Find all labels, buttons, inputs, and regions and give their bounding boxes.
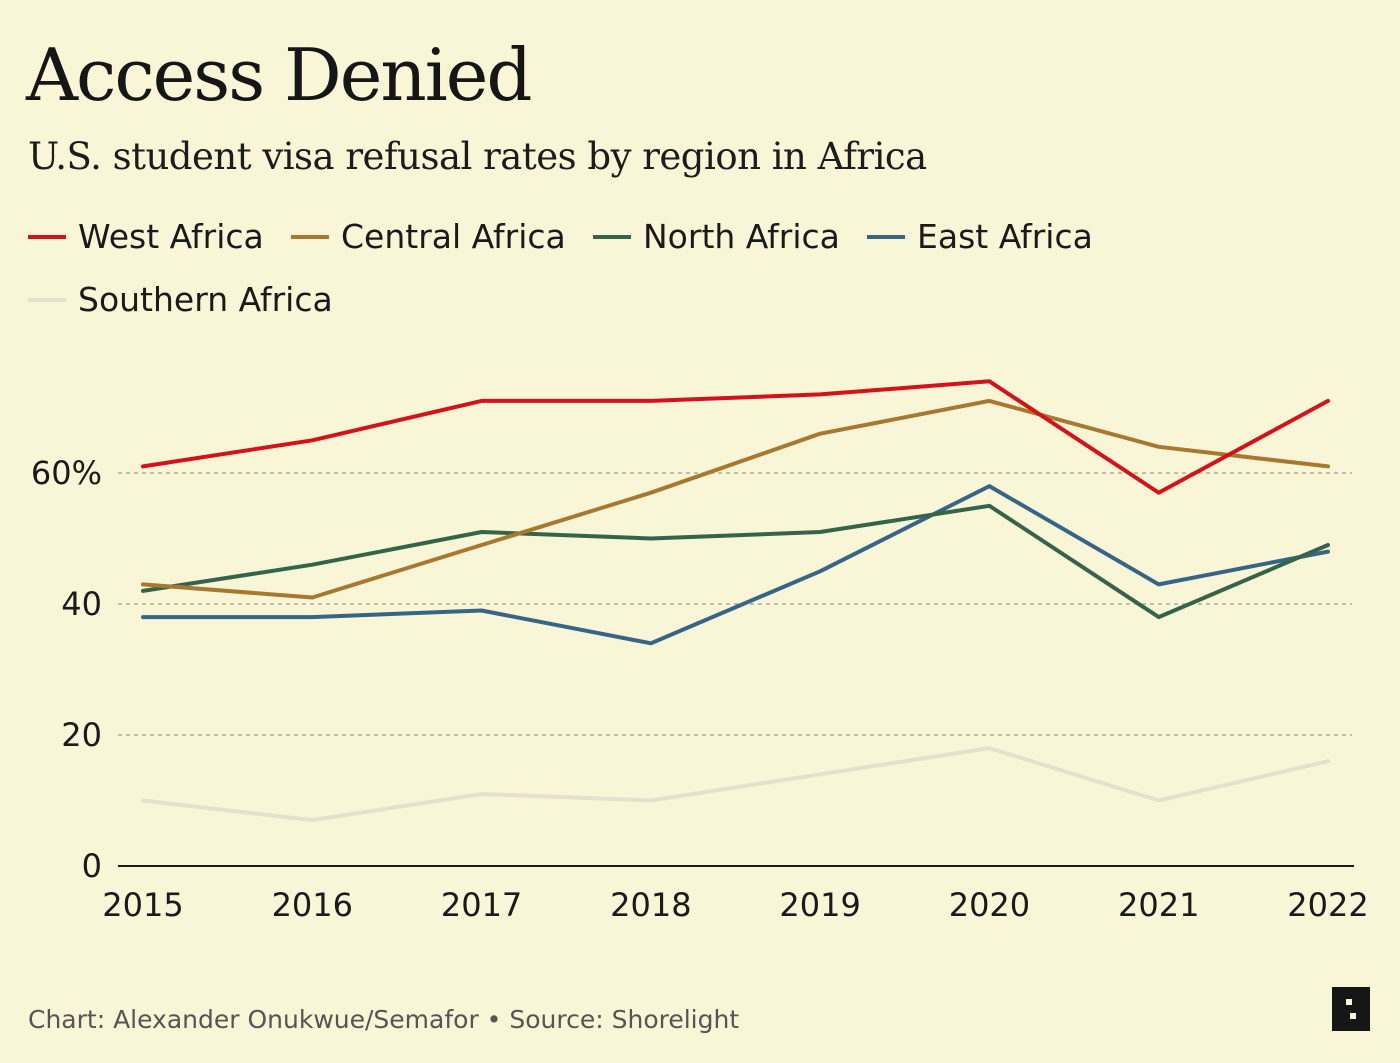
chart-subtitle: U.S. student visa refusal rates by regio… bbox=[28, 135, 927, 178]
legend-label: Southern Africa bbox=[78, 280, 333, 319]
legend-label: North Africa bbox=[643, 217, 840, 256]
legend-item: North Africa bbox=[593, 214, 840, 260]
legend-label: Central Africa bbox=[341, 217, 566, 256]
legend-item: Southern Africa bbox=[28, 277, 333, 323]
chart-title: Access Denied bbox=[26, 33, 532, 117]
y-tick-label: 60% bbox=[31, 454, 102, 492]
legend-swatch bbox=[28, 298, 66, 302]
legend-item: West Africa bbox=[28, 214, 264, 260]
series-line bbox=[141, 398, 1330, 600]
series-line bbox=[141, 503, 1330, 620]
legend-swatch bbox=[867, 235, 905, 239]
x-tick-label: 2018 bbox=[610, 886, 691, 924]
legend-label: East Africa bbox=[917, 217, 1093, 256]
series-lines bbox=[141, 379, 1330, 823]
y-tick-label: 20 bbox=[61, 716, 102, 754]
grid-lines bbox=[118, 472, 1352, 736]
x-tick-label: 2016 bbox=[272, 886, 353, 924]
y-tick-label: 40 bbox=[61, 585, 102, 623]
legend-swatch bbox=[291, 235, 329, 239]
legend-label: West Africa bbox=[78, 217, 264, 256]
series-line bbox=[141, 746, 1330, 823]
legend-swatch bbox=[28, 235, 66, 239]
x-tick-label: 2021 bbox=[1118, 886, 1199, 924]
x-tick-label: 2017 bbox=[441, 886, 522, 924]
x-tick-label: 2020 bbox=[949, 886, 1030, 924]
source-credit: Chart: Alexander Onukwue/Semafor • Sourc… bbox=[28, 1005, 740, 1034]
legend-item: Central Africa bbox=[291, 214, 566, 260]
line-chart: 0 20 40 60% 2015 2016 2017 2018 2019 2020 2021 202… bbox=[31, 379, 1369, 924]
legend-swatch bbox=[593, 235, 631, 239]
x-tick-label: 2015 bbox=[102, 886, 183, 924]
y-axis-ticks: 0 20 40 60% bbox=[31, 454, 102, 885]
series-line bbox=[141, 379, 1330, 495]
x-tick-label: 2022 bbox=[1287, 886, 1368, 924]
legend-item: East Africa bbox=[867, 214, 1093, 260]
semafor-logo-icon bbox=[1332, 987, 1370, 1031]
series-line bbox=[141, 484, 1330, 646]
x-tick-label: 2019 bbox=[779, 886, 860, 924]
y-tick-label: 0 bbox=[82, 847, 102, 885]
x-axis-ticks: 2015 2016 2017 2018 2019 2020 2021 2022 bbox=[102, 886, 1368, 924]
